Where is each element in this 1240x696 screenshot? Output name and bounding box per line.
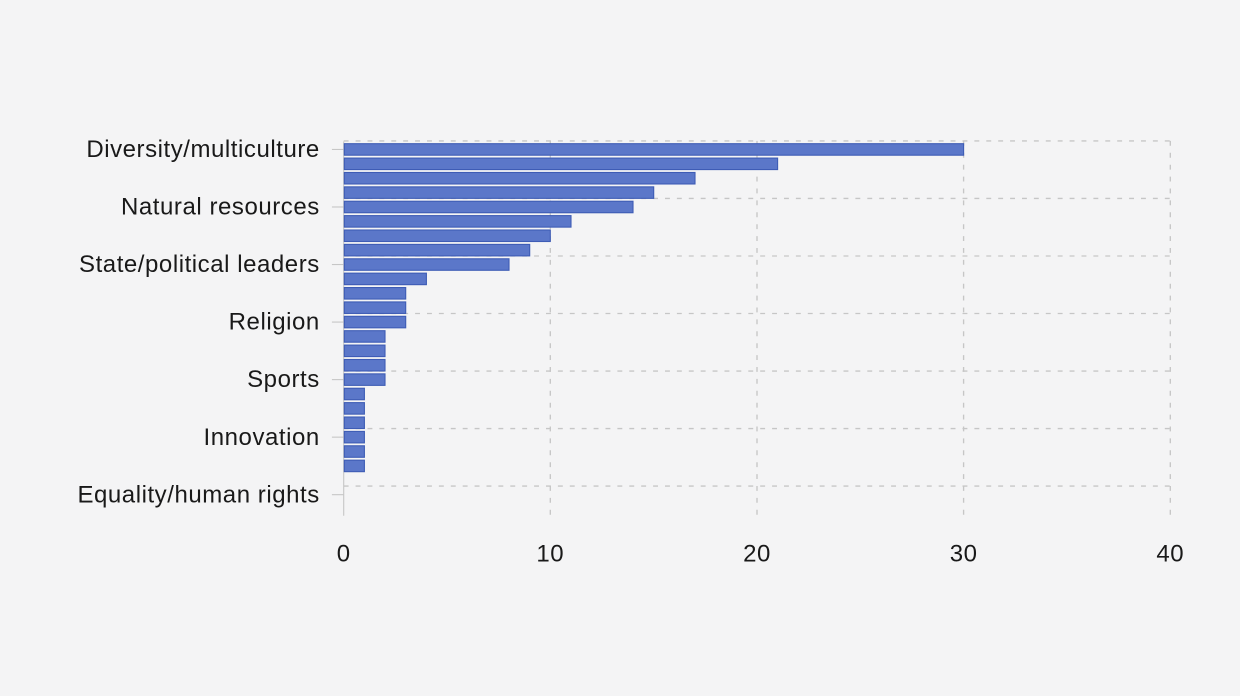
- svg-text:10: 10: [536, 540, 564, 567]
- svg-text:20: 20: [743, 540, 771, 567]
- svg-text:Natural resources: Natural resources: [121, 194, 320, 221]
- svg-text:0: 0: [337, 540, 351, 567]
- svg-text:30: 30: [950, 540, 978, 567]
- svg-text:Innovation: Innovation: [204, 424, 320, 451]
- svg-text:40: 40: [1156, 540, 1184, 567]
- svg-text:Sports: Sports: [247, 366, 320, 393]
- svg-text:State/political leaders: State/political leaders: [79, 251, 320, 278]
- svg-text:Diversity/multiculture: Diversity/multiculture: [86, 136, 319, 163]
- svg-text:Religion: Religion: [229, 309, 320, 336]
- svg-text:Equality/human rights: Equality/human rights: [77, 481, 319, 508]
